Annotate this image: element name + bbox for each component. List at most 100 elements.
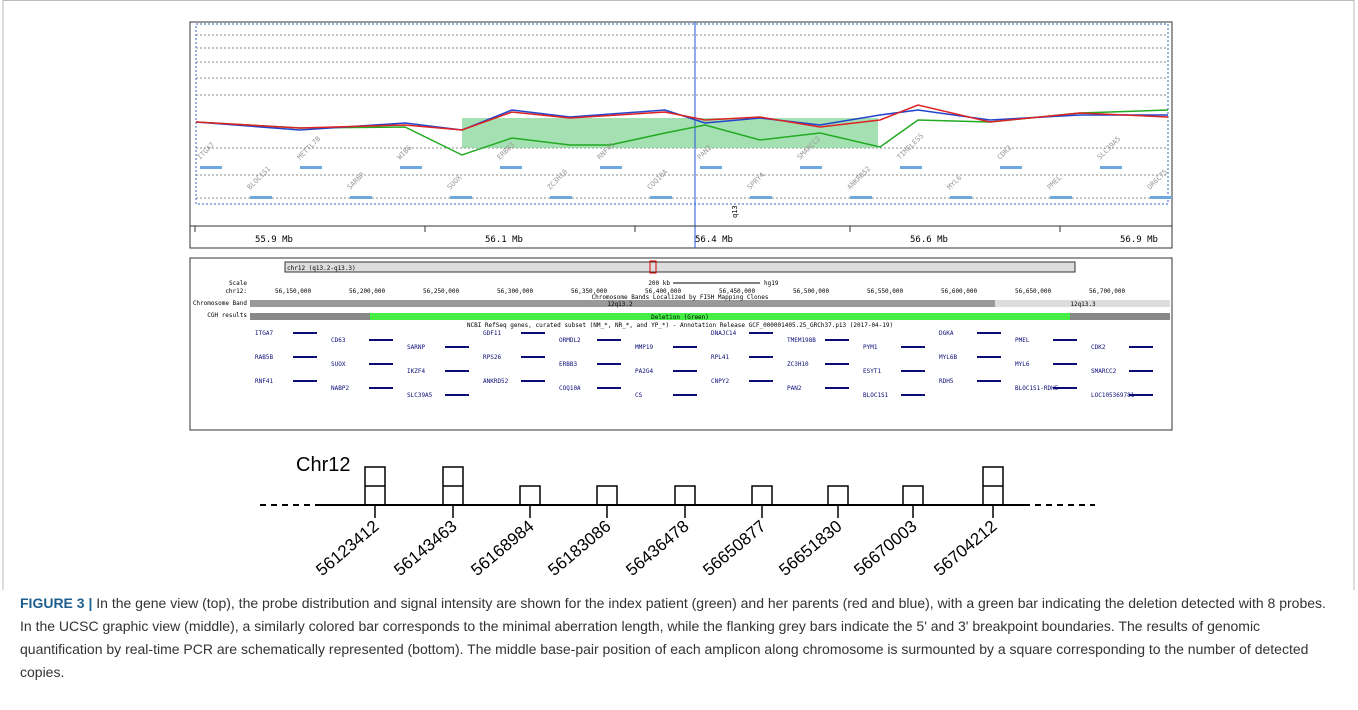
gene-label: MMP19 — [635, 344, 653, 351]
position-label: 56670003 — [850, 517, 920, 580]
axis-label: 56.9 Mb — [1120, 235, 1158, 245]
gene-label: NABP2 — [331, 385, 349, 392]
position-label: 56,300,000 — [497, 288, 534, 295]
band-name: 12q13.2 — [607, 301, 633, 308]
gene-label: RPS26 — [483, 354, 501, 361]
probe — [650, 196, 672, 199]
ideogram-label: chr12 (q13.2-q13.3) — [287, 265, 356, 272]
gene-label: ZC3H10 — [787, 361, 809, 368]
probe — [600, 166, 622, 169]
position-label: 56704212 — [930, 517, 1000, 580]
axis-label: 56.4 Mb — [695, 235, 733, 245]
position-label: 56183086 — [544, 517, 614, 580]
gene-label: SUOX — [331, 361, 346, 368]
gene-label: MYL6B — [939, 354, 957, 361]
position-label: 56143463 — [390, 517, 460, 580]
band-name: 12q13.3 — [1070, 301, 1096, 308]
position-label: 56650877 — [699, 517, 769, 580]
gene-label: PA2G4 — [635, 368, 653, 375]
copy-box — [597, 486, 617, 505]
chromosome-label: Chr12 — [296, 454, 350, 476]
deletion-bar — [370, 313, 1070, 320]
gene-label: ORMDL2 — [559, 337, 581, 344]
track-label: CGH results — [207, 312, 247, 319]
track-label: chr12: — [225, 288, 247, 295]
position-label: 56,150,000 — [275, 288, 312, 295]
gene-label: SLC39A5 — [407, 392, 433, 399]
gene-label: LOC105369781 — [1091, 392, 1135, 399]
ucsc-view — [190, 258, 1172, 430]
position-label: 56436478 — [622, 517, 692, 580]
position-label: 56,500,000 — [793, 288, 830, 295]
probe — [200, 166, 222, 169]
axis-label: 56.6 Mb — [910, 235, 948, 245]
track-title: Chromosome Bands Localized by FISH Mappi… — [591, 294, 768, 301]
track-title: NCBI RefSeq genes, curated subset (NM_*,… — [467, 322, 893, 329]
probe — [750, 196, 772, 199]
boundary-bar — [250, 313, 370, 320]
gene-label: IKZF4 — [407, 368, 425, 375]
gene-label: ESYT1 — [863, 368, 881, 375]
copy-box — [675, 486, 695, 505]
gene-label: BLOC1S1-RDH5 — [1015, 385, 1059, 392]
position-label: 56,200,000 — [349, 288, 386, 295]
position-label: 56,250,000 — [423, 288, 460, 295]
gene-label: PMEL — [1015, 337, 1030, 344]
probe — [250, 196, 272, 199]
gene-label: CD63 — [331, 337, 346, 344]
probe — [350, 196, 372, 199]
gene-label: COQ10A — [559, 385, 581, 392]
probe — [950, 196, 972, 199]
probe — [900, 166, 922, 169]
gene-label: GDF11 — [483, 330, 501, 337]
gene-label: RPL41 — [711, 354, 729, 361]
probe — [550, 196, 572, 199]
track-label: Scale — [229, 280, 247, 287]
position-label: 56168984 — [467, 517, 537, 580]
track-label: Chromosome Band — [193, 300, 248, 307]
gene-label: ANKRD52 — [483, 378, 509, 385]
gene-label: CNPY2 — [711, 378, 729, 385]
caption: FIGURE 3 | In the gene view (top), the p… — [20, 592, 1340, 684]
probe — [1050, 196, 1072, 199]
gene-label: TMEM198B — [787, 337, 816, 344]
probe — [1150, 196, 1172, 199]
probe — [1000, 166, 1022, 169]
axis-label: 56.1 Mb — [485, 235, 523, 245]
gene-label: SMARCC2 — [1091, 368, 1117, 375]
copy-box — [520, 486, 540, 505]
caption-text: In the gene view (top), the probe distri… — [20, 595, 1326, 680]
gene-label: RAB5B — [255, 354, 273, 361]
gene-label: CS — [635, 392, 643, 399]
gene-label: ERBB3 — [559, 361, 577, 368]
gene-label: ITGA7 — [255, 330, 273, 337]
page: 55.9 Mb 56.1 Mb 56.4 Mb 56.6 Mb 56.9 Mb q13 IT… — [0, 0, 1358, 710]
probe — [850, 196, 872, 199]
copy-box — [828, 486, 848, 505]
probe — [450, 196, 472, 199]
gene-label: BLOC1S1 — [863, 392, 889, 399]
band-label: q13 — [731, 205, 739, 218]
position-label: 56651830 — [775, 517, 845, 580]
gene-label: RNF41 — [255, 378, 273, 385]
position-label: 56,550,000 — [867, 288, 904, 295]
probe — [700, 166, 722, 169]
deletion-label: Deletion (Green) — [651, 314, 709, 321]
assembly: hg19 — [764, 280, 779, 287]
position-label: 56,700,000 — [1089, 288, 1126, 295]
gene-label: MYL6 — [1015, 361, 1030, 368]
gene-label: PYM1 — [863, 344, 878, 351]
gene-label: CDK2 — [1091, 344, 1106, 351]
probe — [800, 166, 822, 169]
position-label: 56,650,000 — [1015, 288, 1052, 295]
axis-label: 55.9 Mb — [255, 235, 293, 245]
gene-label: SARNP — [407, 344, 425, 351]
caption-label: FIGURE 3 | — [20, 595, 92, 611]
figure: 55.9 Mb 56.1 Mb 56.4 Mb 56.6 Mb 56.9 Mb q13 IT… — [0, 0, 1358, 590]
copy-box — [752, 486, 772, 505]
boundary-bar — [1070, 313, 1170, 320]
gene-label: RDH5 — [939, 378, 954, 385]
ideogram — [285, 262, 1075, 272]
position-label: 56123412 — [312, 517, 382, 580]
gene-label: DNAJC14 — [711, 330, 737, 337]
